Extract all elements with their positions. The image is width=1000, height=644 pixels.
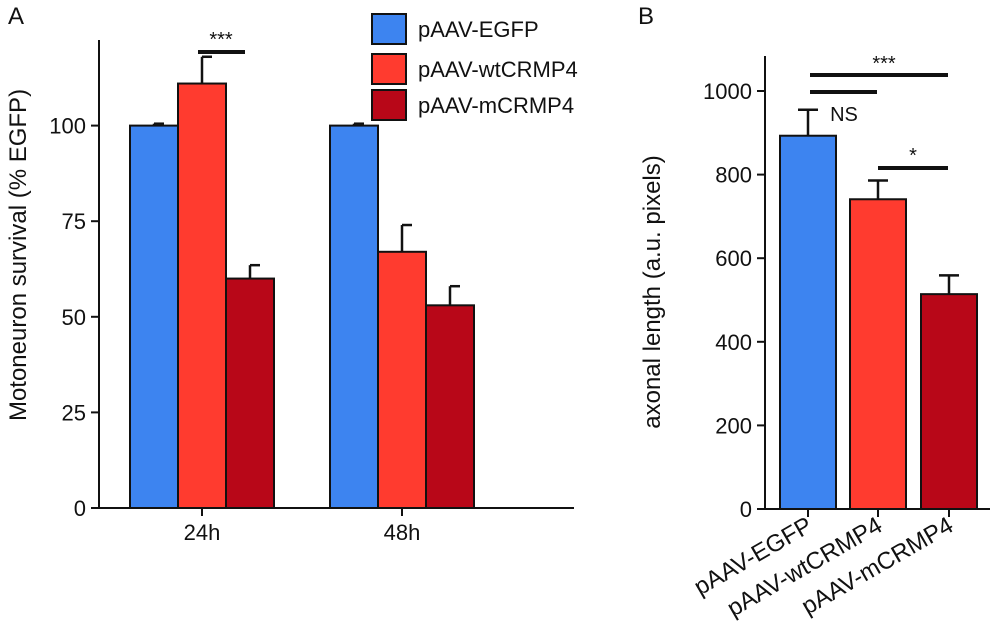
- bar-a-24h-paav-egfp: [129, 124, 179, 509]
- panel-label-a: A: [8, 3, 24, 30]
- y-tick-label-b-0: 0: [740, 497, 752, 522]
- x-tick-label-a-24h: 24h: [184, 520, 221, 545]
- x-tick-label-a-48h: 48h: [384, 520, 421, 545]
- y-axis-title-b: axonal length (a.u. pixels): [639, 155, 666, 429]
- y-tick-label-a-0: 0: [74, 496, 86, 521]
- x-ticks-a: 24h 48h: [184, 508, 421, 545]
- sig-label-b-ns: NS: [830, 104, 858, 126]
- bars-b: [779, 108, 978, 511]
- y-tick-label-a-50: 50: [62, 305, 86, 330]
- y-tick-label-a-100: 100: [49, 114, 86, 139]
- bar-a-24h-paav-wtcrmp4: [177, 82, 227, 509]
- y-tick-label-b-600: 600: [715, 246, 752, 271]
- y-tick-label-a-25: 25: [62, 400, 86, 425]
- legend-label-mcrmp4: pAAV-mCRMP4: [418, 93, 574, 118]
- sig-label-a: ***: [209, 29, 233, 51]
- sig-label-b-triple: ***: [872, 53, 896, 75]
- legend-swatch-egfp: [371, 13, 407, 45]
- significance-a: ***: [198, 29, 245, 54]
- y-tick-label-a-75: 75: [62, 209, 86, 234]
- y-tick-label-b-400: 400: [715, 330, 752, 355]
- bar-a-48h-paav-egfp: [329, 124, 379, 509]
- legend-label-wtcrmp4: pAAV-wtCRMP4: [418, 57, 578, 82]
- bars-a: [129, 55, 475, 510]
- y-ticks-a: 0 25 50 75 100: [49, 114, 99, 521]
- y-axis-title-a: Motoneuron survival (% EGFP): [5, 89, 32, 421]
- legend: pAAV-EGFP pAAV-wtCRMP4 pAAV-mCRMP4: [371, 13, 578, 121]
- legend-swatch-wtcrmp4: [371, 53, 407, 85]
- bar-b-paav-wtcrmp4: [849, 198, 907, 510]
- panel-label-b: B: [638, 3, 654, 30]
- bar-b-paav-mcrmp4: [920, 293, 978, 511]
- sig-label-b-single: *: [909, 145, 917, 167]
- legend-label-egfp: pAAV-EGFP: [418, 17, 539, 42]
- significance-b: NS *** *: [810, 53, 948, 170]
- bar-b-paav-egfp: [779, 134, 837, 510]
- bar-a-48h-paav-mcrmp4: [425, 304, 475, 509]
- y-tick-label-b-200: 200: [715, 413, 752, 438]
- y-tick-label-b-800: 800: [715, 163, 752, 188]
- y-ticks-b: 0 200 400 600 800 1000: [703, 79, 765, 522]
- y-tick-label-b-1000: 1000: [703, 79, 752, 104]
- bar-a-48h-paav-wtcrmp4: [377, 250, 427, 510]
- legend-swatch-mcrmp4: [371, 89, 407, 121]
- bar-a-24h-paav-mcrmp4: [225, 277, 275, 509]
